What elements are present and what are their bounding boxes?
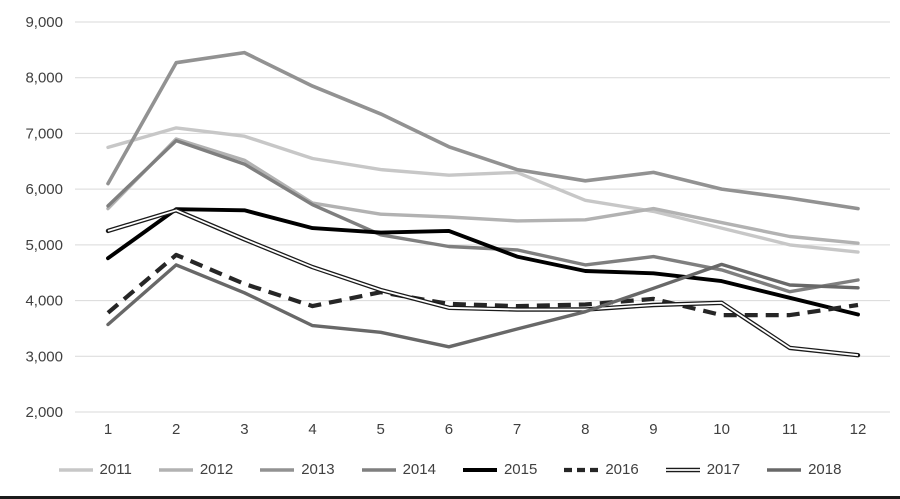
legend-swatch-2012 <box>158 463 193 475</box>
series-line-2015 <box>106 207 860 317</box>
y-tick-label: 5,000 <box>25 237 63 254</box>
x-tick-label: 8 <box>581 421 589 438</box>
x-tick-label: 2 <box>172 421 180 438</box>
x-tick-label: 10 <box>713 421 730 438</box>
y-tick-label: 8,000 <box>25 70 63 87</box>
legend-item-2013: 2013 <box>260 460 335 478</box>
y-tick-label: 2,000 <box>25 404 63 421</box>
legend-swatch-2014 <box>361 463 396 475</box>
x-tick-label: 4 <box>308 421 316 438</box>
y-tick-label: 9,000 <box>25 14 63 31</box>
y-tick-label: 7,000 <box>25 125 63 142</box>
legend-label: 2017 <box>706 460 741 478</box>
legend-item-2016: 2016 <box>564 460 639 478</box>
x-tick-label: 1 <box>104 421 112 438</box>
x-tick-label: 3 <box>240 421 248 438</box>
y-tick-label: 6,000 <box>25 181 63 198</box>
legend-swatch-2017 <box>665 463 700 475</box>
series-line-2013 <box>106 50 860 211</box>
series-line-2011 <box>106 126 860 254</box>
legend-item-2011: 2011 <box>58 460 132 478</box>
legend-swatch-2016 <box>564 463 599 475</box>
x-tick-label: 11 <box>782 421 798 438</box>
legend-label: 2015 <box>503 460 538 478</box>
legend-label: 2013 <box>301 460 335 478</box>
legend-item-2012: 2012 <box>158 460 234 478</box>
legend-swatch-2013 <box>260 463 295 475</box>
series-line-2016 <box>106 252 859 318</box>
legend-item-2014: 2014 <box>361 460 436 478</box>
x-tick-label: 12 <box>850 421 867 438</box>
legend: 2011 2012 2013 2014 2015 2016 2017 2018 <box>0 456 900 482</box>
legend-label: 2014 <box>402 460 436 478</box>
y-tick-label: 4,000 <box>25 293 63 310</box>
series-line-2012 <box>106 137 860 245</box>
series-line-inner-2017 <box>107 209 859 357</box>
legend-swatch-2015 <box>462 463 497 475</box>
series-line-2018 <box>106 262 860 349</box>
legend-label: 2012 <box>199 460 234 478</box>
legend-item-2017: 2017 <box>665 460 741 478</box>
y-tick-label: 3,000 <box>25 348 63 365</box>
x-tick-label: 6 <box>445 421 453 438</box>
legend-label: 2018 <box>808 460 842 478</box>
line-chart: 2,000 3,000 4,000 5,000 6,000 7,000 8,000 9,000… <box>25 14 890 438</box>
legend-item-2015: 2015 <box>462 460 538 478</box>
legend-label: 2016 <box>605 460 639 478</box>
x-tick-label: 5 <box>377 421 385 438</box>
legend-swatch-2011 <box>58 463 93 475</box>
window-bottom-border <box>0 496 900 499</box>
legend-item-2018: 2018 <box>767 462 841 477</box>
legend-swatch-2018 <box>767 463 802 475</box>
x-tick-label: 9 <box>649 421 657 438</box>
series-line-2014 <box>106 138 860 294</box>
x-tick-label: 7 <box>513 421 521 438</box>
legend-label: 2011 <box>99 460 132 478</box>
